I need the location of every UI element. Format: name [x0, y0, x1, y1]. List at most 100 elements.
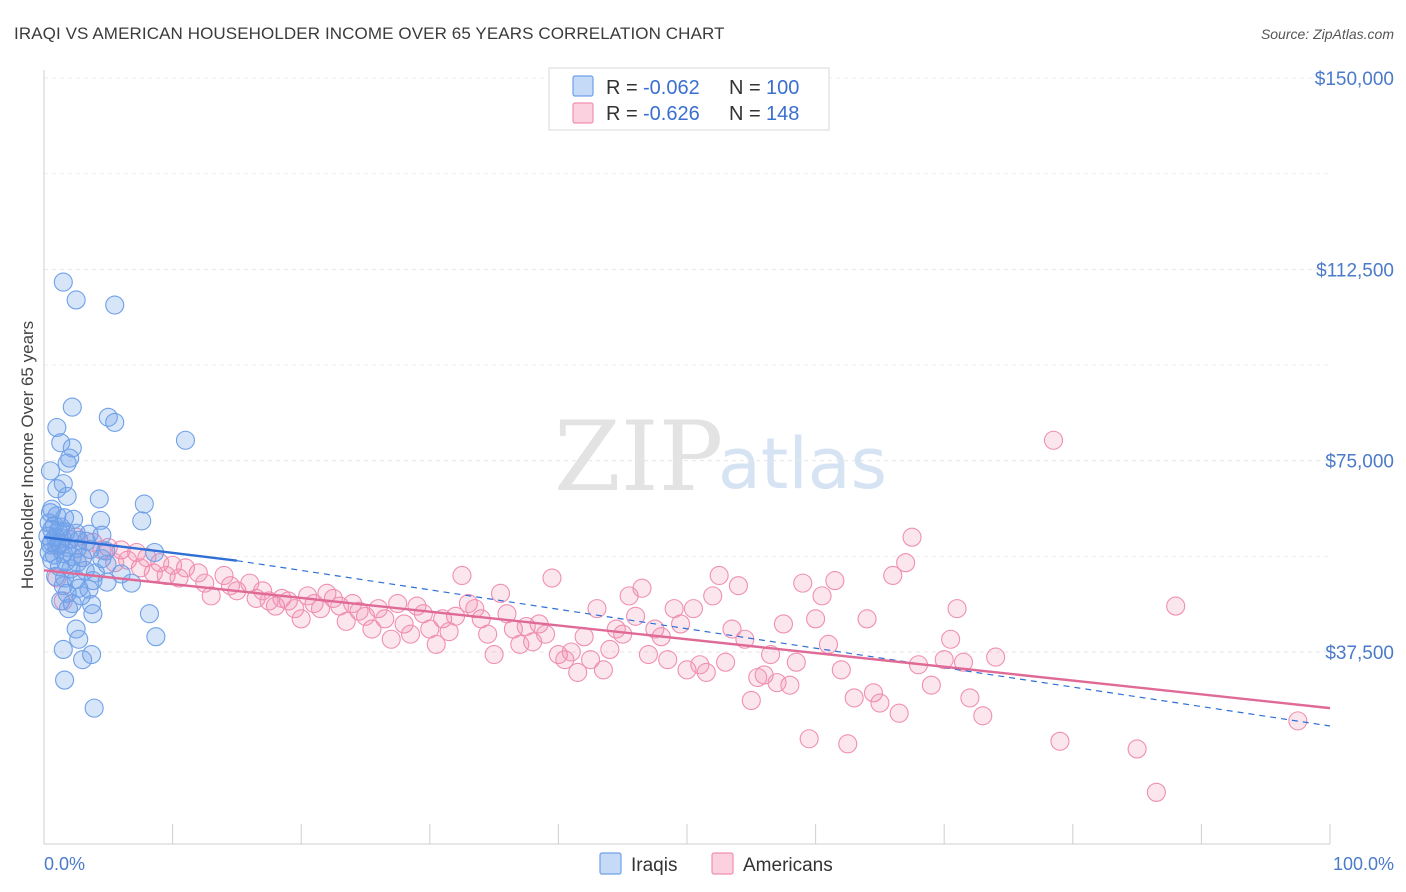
iraqi-data-point	[105, 412, 125, 432]
iraqi-data-point	[91, 510, 111, 530]
american-data-point	[1043, 430, 1064, 450]
x-tick-label-min: 0.0%	[44, 854, 85, 874]
american-data-point	[973, 706, 993, 726]
american-data-point	[535, 624, 556, 644]
american-data-point	[1127, 739, 1147, 759]
bottom-legend-label-iraqis: Iraqis	[631, 855, 677, 876]
iraqi-data-point	[82, 645, 102, 665]
american-data-point	[799, 729, 819, 749]
iraqi-data-point	[69, 629, 89, 649]
series-iraqis-points	[38, 272, 196, 718]
american-data-point	[1050, 731, 1070, 751]
american-data-point	[722, 619, 742, 639]
american-data-point	[375, 609, 395, 629]
american-data-point	[626, 606, 646, 626]
y-tick-label: $112,500	[1316, 260, 1394, 281]
iraqi-data-point	[62, 547, 82, 567]
american-data-point	[214, 565, 234, 586]
american-data-point	[317, 583, 337, 603]
american-data-point	[400, 624, 421, 644]
american-data-point	[761, 645, 781, 665]
iraqi-data-point	[175, 430, 196, 450]
iraqi-data-point	[42, 550, 62, 570]
american-data-point	[902, 527, 922, 547]
iraqi-data-point	[55, 670, 75, 690]
american-data-point	[458, 593, 478, 614]
legend-n-label-americans: N =	[729, 103, 761, 125]
axes	[43, 70, 1331, 845]
american-data-point	[947, 599, 967, 619]
series-legend: Iraqis Americans	[599, 852, 833, 876]
iraqi-data-point	[51, 433, 71, 453]
american-data-point	[960, 688, 980, 708]
american-data-point	[285, 599, 305, 619]
american-data-point	[953, 652, 974, 672]
y-tick-label: $37,500	[1325, 643, 1394, 664]
american-data-point	[896, 553, 916, 573]
legend-r-value-iraqis: -0.062	[643, 77, 700, 99]
iraqi-data-point	[132, 511, 152, 531]
iraqi-data-point	[73, 650, 93, 670]
american-data-point	[638, 645, 658, 665]
american-data-point	[831, 660, 851, 680]
american-data-point	[362, 619, 382, 639]
american-data-point	[291, 609, 311, 629]
iraqi-data-point	[40, 461, 60, 481]
american-data-point	[658, 650, 678, 670]
watermark: ZIP atlas	[554, 401, 887, 513]
american-data-point	[838, 734, 858, 754]
iraqi-data-point	[60, 448, 80, 468]
american-data-point	[786, 652, 806, 672]
iraqi-data-point	[92, 549, 112, 569]
american-data-point	[934, 650, 954, 670]
american-data-point	[696, 662, 716, 682]
iraqi-data-point	[62, 593, 82, 614]
american-data-point	[484, 645, 504, 665]
american-data-point	[793, 573, 813, 593]
american-data-point	[555, 650, 575, 670]
american-data-point	[593, 660, 613, 680]
correlation-legend: R = -0.062 N = 100 R = -0.626 N = 148	[548, 67, 830, 131]
iraqi-data-point	[146, 627, 166, 647]
american-data-point	[806, 609, 826, 629]
legend-r-label-iraqis: R =	[606, 77, 638, 99]
american-trend-line	[43, 569, 1331, 710]
american-data-point	[941, 629, 961, 649]
american-data-point	[716, 652, 736, 672]
legend-n-label-iraqis: N =	[729, 77, 761, 99]
american-data-point	[568, 662, 588, 682]
iraqi-data-point	[79, 579, 99, 599]
x-tick-label-max: 100.0%	[1333, 854, 1394, 874]
bottom-legend-swatch-iraqis	[599, 852, 622, 875]
iraqi-data-point	[139, 604, 160, 624]
iraqi-data-point	[53, 474, 73, 494]
american-data-point	[130, 558, 150, 578]
american-data-point	[1166, 596, 1186, 616]
y-tick-label: $150,000	[1315, 69, 1394, 90]
american-data-point	[600, 639, 620, 659]
legend-n-value-americans: 148	[766, 103, 799, 125]
american-data-point	[175, 558, 196, 578]
iraqi-data-point	[53, 639, 73, 659]
series-americans-points	[47, 430, 1308, 802]
american-data-point	[986, 647, 1006, 667]
iraqi-trend-line	[43, 536, 238, 562]
gridlines	[44, 77, 1330, 653]
american-data-point	[690, 655, 710, 675]
american-data-point	[773, 614, 794, 634]
iraqi-data-point	[57, 453, 77, 473]
iraqi-data-point	[98, 407, 118, 427]
iraqi-data-point	[53, 272, 73, 292]
american-data-point	[298, 586, 318, 606]
american-data-point	[368, 599, 388, 619]
iraqi-data-point	[134, 494, 154, 514]
watermark-atlas: atlas	[718, 423, 887, 505]
american-data-point	[709, 565, 729, 586]
iraqi-data-point	[58, 599, 78, 619]
y-tick-labels: $37,500 $75,000 $112,500 $150,000	[1315, 69, 1394, 664]
legend-box	[548, 67, 830, 131]
american-data-point	[490, 583, 511, 603]
legend-n-value-iraqis: 100	[766, 77, 799, 99]
